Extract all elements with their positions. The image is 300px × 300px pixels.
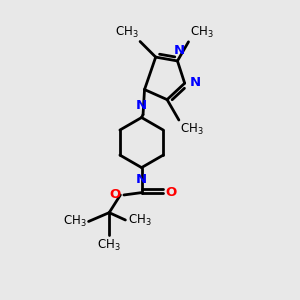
- Text: CH$_3$: CH$_3$: [128, 212, 152, 228]
- Text: CH$_3$: CH$_3$: [180, 122, 204, 136]
- Text: N: N: [136, 99, 147, 112]
- Text: N: N: [173, 44, 184, 57]
- Text: CH$_3$: CH$_3$: [190, 25, 214, 40]
- Text: O: O: [109, 188, 120, 201]
- Text: CH$_3$: CH$_3$: [115, 25, 139, 40]
- Text: CH$_3$: CH$_3$: [62, 214, 86, 229]
- Text: N: N: [190, 76, 201, 89]
- Text: N: N: [136, 173, 147, 186]
- Text: CH$_3$: CH$_3$: [97, 238, 121, 254]
- Text: O: O: [166, 185, 177, 199]
